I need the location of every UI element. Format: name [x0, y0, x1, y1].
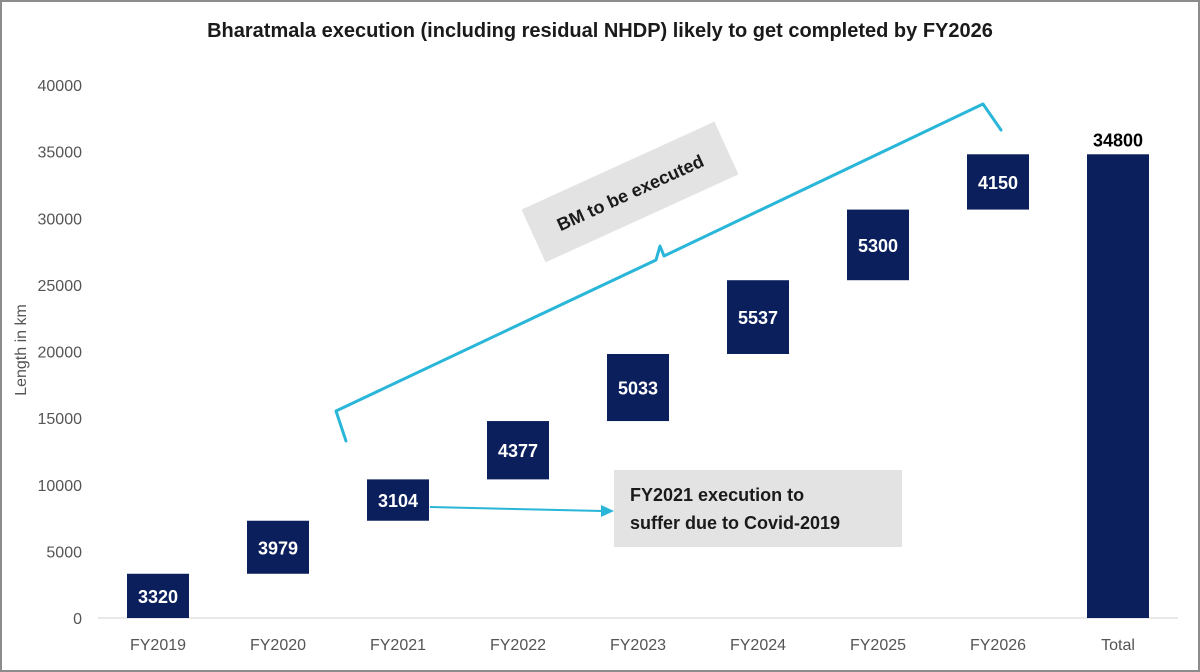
y-tick-label: 0 — [73, 611, 82, 628]
brace-callout: BM to be executed — [521, 121, 739, 263]
covid-callout-text: suffer due to Covid-2019 — [630, 513, 840, 533]
arrow-line — [429, 506, 603, 512]
bar — [247, 520, 309, 574]
arrow-head — [601, 505, 614, 517]
bar — [967, 154, 1029, 210]
y-tick-label: 40000 — [38, 78, 83, 95]
x-tick-label: FY2023 — [610, 637, 666, 654]
y-tick-label: 20000 — [38, 345, 83, 362]
y-tick-label: 25000 — [38, 278, 83, 295]
bar — [727, 280, 789, 354]
bar-value-label: 5300 — [858, 236, 898, 256]
bar-value-label: 3320 — [138, 587, 178, 607]
bar-value-label: 5033 — [618, 379, 658, 399]
bar-value-label: 3104 — [378, 491, 418, 511]
y-tick-label: 15000 — [38, 411, 83, 428]
bar-value-label: 3979 — [258, 538, 298, 558]
x-tick-label: FY2026 — [970, 637, 1026, 654]
x-tick-label: FY2025 — [850, 637, 906, 654]
chart-title: Bharatmala execution (including residual… — [207, 20, 993, 42]
x-tick-label: FY2019 — [130, 637, 186, 654]
brace-line — [334, 102, 1003, 443]
bar — [607, 353, 669, 422]
y-axis-ticks: 0 5000 10000 15000 20000 25000 30000 35000 40000 — [38, 78, 83, 628]
covid-callout-text: FY2021 execution to — [630, 485, 804, 505]
bar-value-label: 4377 — [498, 441, 538, 461]
y-tick-label: 5000 — [46, 544, 82, 561]
annotations: BM to be executed FY2021 execution to suff… — [334, 102, 1003, 547]
y-tick-label: 35000 — [38, 145, 83, 162]
brace-callout-box — [521, 121, 739, 263]
x-tick-label: FY2022 — [490, 637, 546, 654]
x-tick-label: FY2021 — [370, 637, 426, 654]
bar-value-label: 34800 — [1093, 130, 1143, 150]
y-tick-label: 30000 — [38, 211, 83, 228]
y-tick-label: 10000 — [38, 478, 83, 495]
bar — [487, 421, 549, 480]
x-tick-label: Total — [1101, 637, 1135, 654]
bar — [1087, 154, 1149, 619]
bar — [127, 573, 189, 618]
bar — [847, 209, 909, 281]
covid-callout-box — [614, 470, 902, 547]
x-tick-label: FY2024 — [730, 637, 786, 654]
x-axis-ticks: FY2019 FY2020 FY2021 FY2022 FY2023 FY2024 FY20… — [130, 637, 1135, 654]
bar — [367, 479, 429, 521]
bar-value-label: 4150 — [978, 173, 1018, 193]
y-axis-title: Length in km — [13, 304, 30, 396]
bars: 3320 3979 3104 4377 5033 5537 5300 4150 34800 — [127, 130, 1149, 619]
x-tick-label: FY2020 — [250, 637, 306, 654]
bar-value-label: 5537 — [738, 308, 778, 328]
